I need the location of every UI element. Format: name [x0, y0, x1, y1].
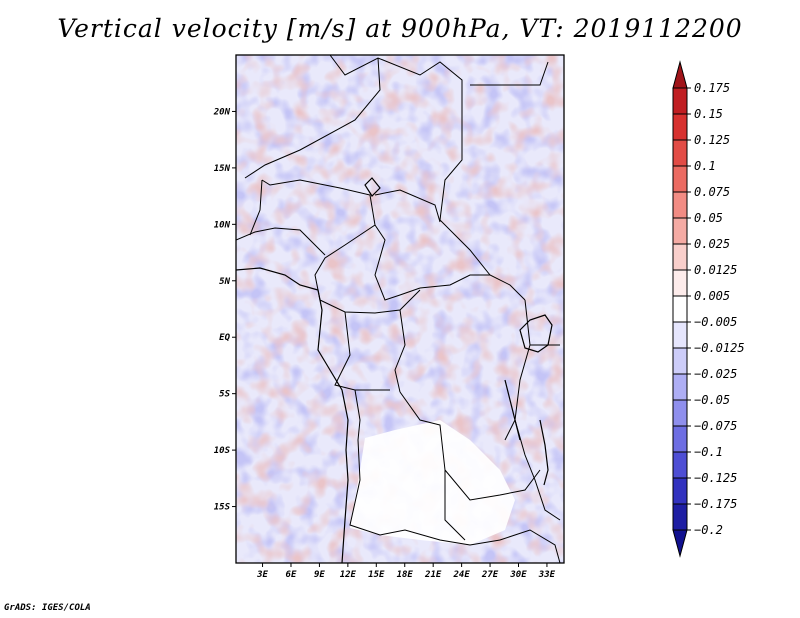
colorbar-label: 0.125 [694, 133, 730, 147]
lat-label: 15S [214, 503, 231, 513]
colorbar-label: −0.2 [694, 523, 723, 537]
lakes [364, 177, 553, 486]
colorbar-swatch [672, 321, 688, 349]
calm-region [350, 420, 515, 545]
colorbar-swatch [672, 295, 688, 323]
colorbar: 0.175 0.15 0.125 0.1 0.075 0.05 0.025 0.0125 0.0… [672, 60, 745, 558]
colorbar-swatch [672, 217, 688, 245]
lon-label: 12E [340, 570, 357, 580]
colorbar-label: 0.1 [694, 159, 716, 173]
colorbar-swatch [672, 113, 688, 141]
colorbar-label: −0.005 [694, 315, 737, 329]
colorbar-label: −0.025 [694, 367, 737, 381]
colorbar-label: −0.0125 [694, 341, 745, 355]
colorbar-swatch [672, 451, 688, 479]
colorbar-swatch [672, 243, 688, 271]
lat-label: EQ [219, 333, 230, 343]
lat-label: 5N [219, 277, 230, 287]
colorbar-label: 0.175 [694, 81, 730, 95]
lat-label: 15N [214, 164, 231, 174]
colorbar-swatch [672, 529, 688, 558]
colorbar-swatch [672, 269, 688, 297]
lon-label: 27E [481, 570, 499, 580]
colorbar-label: −0.1 [694, 445, 723, 459]
lon-label: 24E [452, 570, 470, 580]
coastline [236, 267, 349, 563]
lon-label: 30E [509, 570, 527, 580]
lon-label: 33E [538, 570, 556, 580]
longitude-axis: 3E 6E 9E 12E 15E 18E 21E 24E 27E 30E 33E [256, 563, 556, 580]
colorbar-label: 0.05 [694, 211, 723, 225]
lon-label: 18E [397, 570, 414, 580]
borders [236, 55, 561, 563]
colorbar-swatch [672, 139, 688, 167]
map-title: Vertical velocity [m/s] at 900hPa, VT: 2… [57, 14, 743, 43]
colorbar-label: −0.125 [694, 471, 737, 485]
colorbar-label: −0.05 [694, 393, 730, 407]
latitude-axis: 20N 15N 10N 5N EQ 5S 10S 15S [213, 107, 236, 513]
lat-label: 10S [214, 446, 231, 456]
colorbar-label: 0.025 [694, 237, 730, 251]
lon-label: 15E [368, 570, 385, 580]
lon-label: 21E [424, 570, 442, 580]
colorbar-label: 0.005 [694, 289, 730, 303]
colorbar-swatch [672, 477, 688, 505]
colorbar-swatch [672, 87, 688, 115]
lat-label: 10N [214, 220, 231, 230]
colorbar-swatch [672, 347, 688, 375]
colorbar-label: 0.075 [694, 185, 730, 199]
colorbar-label: −0.075 [694, 419, 737, 433]
colorbar-swatch [672, 425, 688, 453]
lat-label: 20N [213, 107, 231, 117]
colorbar-swatch [672, 165, 688, 193]
colorbar-swatch [672, 191, 688, 219]
colorbar-swatch [672, 503, 688, 531]
colorbar-label: −0.175 [694, 497, 737, 511]
grads-credit: GrADS: IGES/COLA [4, 603, 91, 613]
colorbar-swatch [672, 373, 688, 401]
colorbar-swatch [672, 399, 688, 427]
colorbar-swatch [672, 60, 688, 89]
lon-label: 9E [314, 570, 325, 580]
lon-label: 6E [286, 570, 297, 580]
lon-label: 3E [256, 570, 268, 580]
map-frame [235, 54, 565, 564]
colorbar-label: 0.15 [694, 107, 723, 121]
lat-label: 5S [219, 390, 230, 400]
colorbar-label: 0.0125 [694, 263, 737, 277]
